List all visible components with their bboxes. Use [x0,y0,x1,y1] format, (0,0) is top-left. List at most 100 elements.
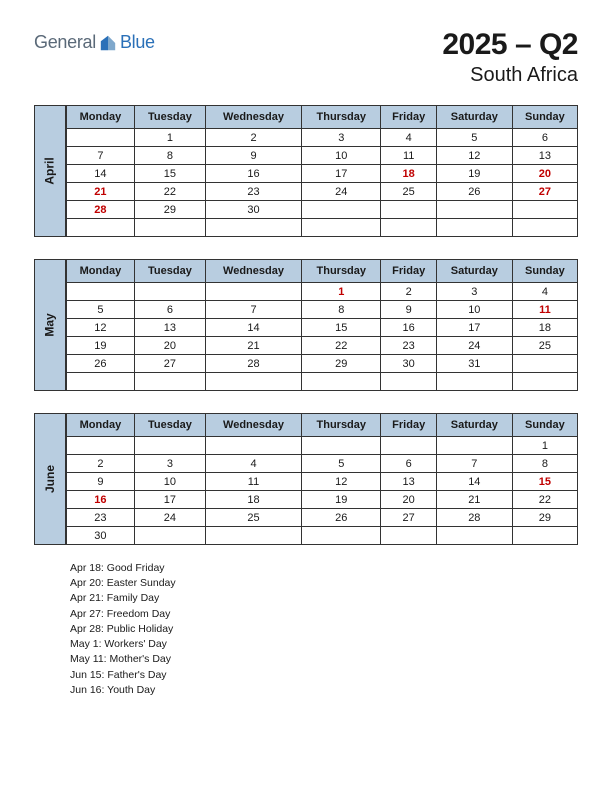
day-cell: 20 [381,491,436,509]
day-cell: 28 [436,509,512,527]
day-cell [381,437,436,455]
holiday-entry: Apr 21: Family Day [70,591,578,606]
day-cell: 27 [381,509,436,527]
day-cell [134,527,205,545]
sub-title: South Africa [442,64,578,87]
day-cell: 26 [302,509,381,527]
day-cell: 28 [205,355,301,373]
day-cell [302,527,381,545]
day-cell: 30 [205,201,301,219]
main-title: 2025 – Q2 [442,28,578,62]
day-cell: 5 [67,301,135,319]
day-cell: 2 [381,283,436,301]
week-row: 14151617181920 [67,165,578,183]
day-cell [302,373,381,391]
day-cell: 16 [381,319,436,337]
holiday-entry: Jun 15: Father's Day [70,668,578,683]
day-cell: 1 [302,283,381,301]
week-row: 262728293031 [67,355,578,373]
day-cell [381,219,436,237]
day-cell: 27 [134,355,205,373]
day-header: Saturday [436,106,512,129]
day-cell [67,219,135,237]
day-cell: 17 [134,491,205,509]
day-cell: 15 [134,165,205,183]
day-cell: 3 [302,129,381,147]
day-cell: 27 [512,183,577,201]
month-block-april: AprilMondayTuesdayWednesdayThursdayFrida… [34,105,578,237]
day-header: Tuesday [134,106,205,129]
day-cell [205,283,301,301]
week-row: 282930 [67,201,578,219]
logo: General Blue [34,32,155,53]
week-row: 1234 [67,283,578,301]
day-cell: 10 [302,147,381,165]
day-cell: 8 [302,301,381,319]
day-cell: 8 [512,455,577,473]
holiday-entry: Apr 20: Easter Sunday [70,576,578,591]
day-cell: 18 [512,319,577,337]
day-cell: 5 [302,455,381,473]
day-header: Sunday [512,414,577,437]
day-cell: 17 [436,319,512,337]
day-cell: 11 [205,473,301,491]
holiday-entry: May 11: Mother's Day [70,652,578,667]
day-cell: 29 [134,201,205,219]
day-cell [302,437,381,455]
day-cell: 15 [302,319,381,337]
day-cell: 12 [302,473,381,491]
day-cell: 1 [512,437,577,455]
day-cell [302,201,381,219]
day-header: Sunday [512,260,577,283]
day-cell: 18 [381,165,436,183]
day-cell [381,373,436,391]
day-cell: 13 [381,473,436,491]
day-cell: 23 [205,183,301,201]
day-cell: 20 [512,165,577,183]
month-block-may: MayMondayTuesdayWednesdayThursdayFridayS… [34,259,578,391]
month-block-june: JuneMondayTuesdayWednesdayThursdayFriday… [34,413,578,545]
day-header: Wednesday [205,106,301,129]
day-header: Monday [67,260,135,283]
day-cell [205,527,301,545]
day-cell: 17 [302,165,381,183]
day-cell: 7 [436,455,512,473]
day-cell: 2 [67,455,135,473]
day-cell: 23 [381,337,436,355]
week-row: 567891011 [67,301,578,319]
day-cell: 13 [512,147,577,165]
day-cell: 31 [436,355,512,373]
day-header: Saturday [436,414,512,437]
day-header: Monday [67,414,135,437]
day-cell: 11 [512,301,577,319]
day-cell: 21 [67,183,135,201]
day-header: Thursday [302,414,381,437]
day-cell: 3 [436,283,512,301]
day-header: Saturday [436,260,512,283]
day-cell: 9 [67,473,135,491]
day-cell: 6 [381,455,436,473]
day-cell: 30 [381,355,436,373]
week-row: 30 [67,527,578,545]
day-cell [512,527,577,545]
holidays-list: Apr 18: Good FridayApr 20: Easter Sunday… [70,561,578,698]
day-header: Wednesday [205,260,301,283]
week-row: 78910111213 [67,147,578,165]
day-cell: 4 [512,283,577,301]
day-cell: 14 [67,165,135,183]
week-row [67,219,578,237]
holiday-entry: Apr 18: Good Friday [70,561,578,576]
day-header: Friday [381,414,436,437]
week-row: 23242526272829 [67,509,578,527]
day-cell: 19 [436,165,512,183]
day-cell: 14 [436,473,512,491]
day-cell: 11 [381,147,436,165]
week-row: 21222324252627 [67,183,578,201]
day-cell: 24 [436,337,512,355]
day-cell [512,219,577,237]
day-header: Friday [381,260,436,283]
day-cell: 26 [67,355,135,373]
day-cell: 12 [67,319,135,337]
day-header: Wednesday [205,414,301,437]
day-header: Tuesday [134,260,205,283]
